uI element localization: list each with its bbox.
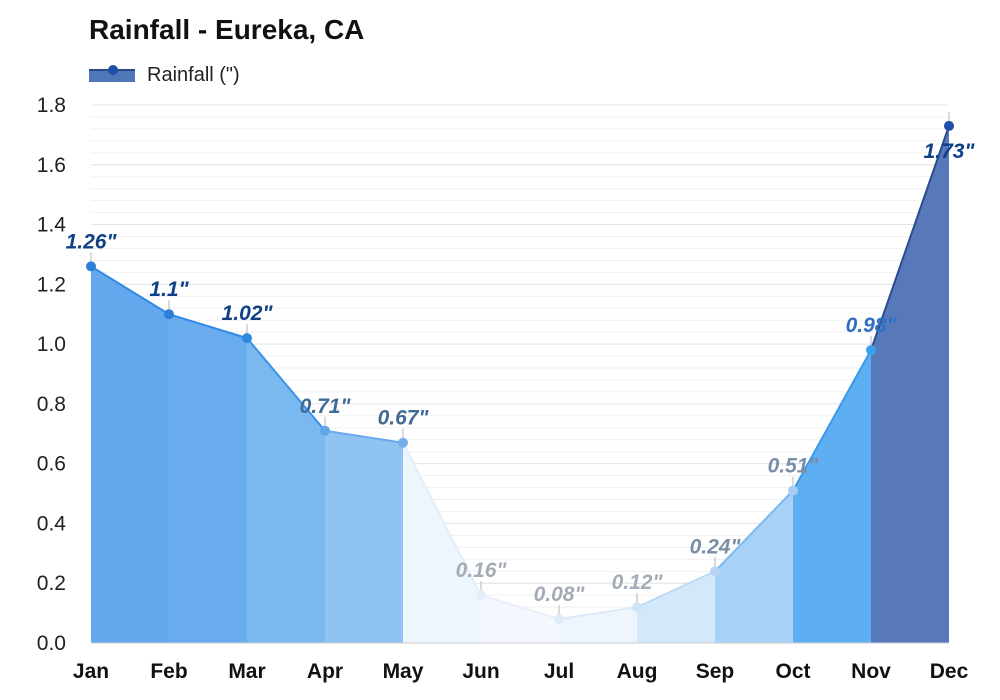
area-segment — [715, 490, 793, 643]
data-point — [632, 602, 642, 613]
legend-swatch — [89, 65, 135, 82]
data-label: 0.24" — [690, 535, 742, 558]
data-point — [320, 425, 330, 436]
area-segment — [871, 125, 949, 643]
x-tick-label: Oct — [775, 660, 810, 683]
legend-swatch-dot — [108, 65, 118, 75]
y-tick-label: 1.6 — [37, 154, 66, 177]
data-point — [554, 614, 564, 625]
data-point — [788, 485, 798, 496]
data-point — [242, 333, 252, 344]
area-segment — [637, 571, 715, 643]
legend-swatch-fill — [89, 70, 135, 82]
area-segment — [247, 338, 325, 643]
data-point — [86, 261, 96, 272]
series-line-segment — [402, 442, 482, 596]
series-line-segment — [558, 606, 638, 621]
series-line-segment — [792, 349, 872, 492]
y-tick-label: 0.8 — [37, 393, 66, 416]
series-line-segment — [870, 125, 950, 351]
x-tick-label: Jan — [73, 660, 109, 683]
area-segment — [91, 266, 169, 643]
y-tick-label: 0.6 — [37, 453, 66, 476]
series-line-segment — [714, 489, 794, 572]
data-point — [866, 345, 876, 356]
chart-title: Rainfall - Eureka, CA — [89, 14, 365, 45]
area-segment — [325, 430, 403, 643]
y-tick-label: 1.8 — [37, 94, 66, 117]
y-tick-label: 0.2 — [37, 572, 66, 595]
data-label: 1.1" — [149, 278, 189, 301]
x-tick-label: Mar — [228, 660, 265, 683]
area-segment — [403, 442, 481, 643]
x-tick-label: Aug — [617, 660, 658, 683]
data-point — [944, 120, 954, 131]
data-label: 0.16" — [456, 559, 508, 582]
y-tick-label: 1.0 — [37, 333, 66, 356]
series-line-segment — [168, 313, 248, 340]
data-label: 1.73" — [924, 140, 976, 163]
legend-label: Rainfall (") — [147, 63, 240, 86]
data-point — [476, 590, 486, 601]
data-point — [710, 566, 720, 577]
series-line-segment — [324, 429, 404, 444]
data-point — [164, 309, 174, 320]
series-line-segment — [246, 337, 326, 432]
y-tick-label: 0.0 — [37, 632, 66, 655]
x-tick-label: May — [383, 660, 424, 683]
series-line-segment — [480, 594, 560, 621]
x-tick-label: Jul — [544, 660, 574, 683]
area-segment — [793, 350, 871, 643]
y-tick-label: 0.4 — [37, 512, 67, 535]
y-tick-label: 1.4 — [37, 214, 67, 237]
data-label: 0.98" — [846, 314, 898, 337]
x-tick-label: Dec — [930, 660, 969, 683]
x-tick-label: Jun — [462, 660, 499, 683]
data-label: 1.26" — [66, 230, 118, 253]
data-label: 0.12" — [612, 571, 664, 594]
y-tick-label: 1.2 — [37, 273, 66, 296]
area-segment — [169, 314, 247, 643]
data-label: 0.08" — [534, 583, 586, 606]
x-tick-label: Feb — [150, 660, 187, 683]
data-label: 0.67" — [378, 407, 430, 430]
data-label: 0.51" — [768, 455, 820, 478]
series-line-segment — [90, 265, 170, 316]
series-line-segment — [636, 570, 716, 609]
data-label: 0.71" — [300, 395, 352, 418]
x-tick-label: Sep — [696, 660, 735, 683]
x-tick-label: Nov — [851, 660, 891, 683]
x-tick-label: Apr — [307, 660, 343, 683]
area-segment — [481, 595, 559, 643]
chart-legend[interactable]: Rainfall (") — [89, 62, 240, 88]
data-point — [398, 437, 408, 448]
data-label: 1.02" — [222, 302, 274, 325]
